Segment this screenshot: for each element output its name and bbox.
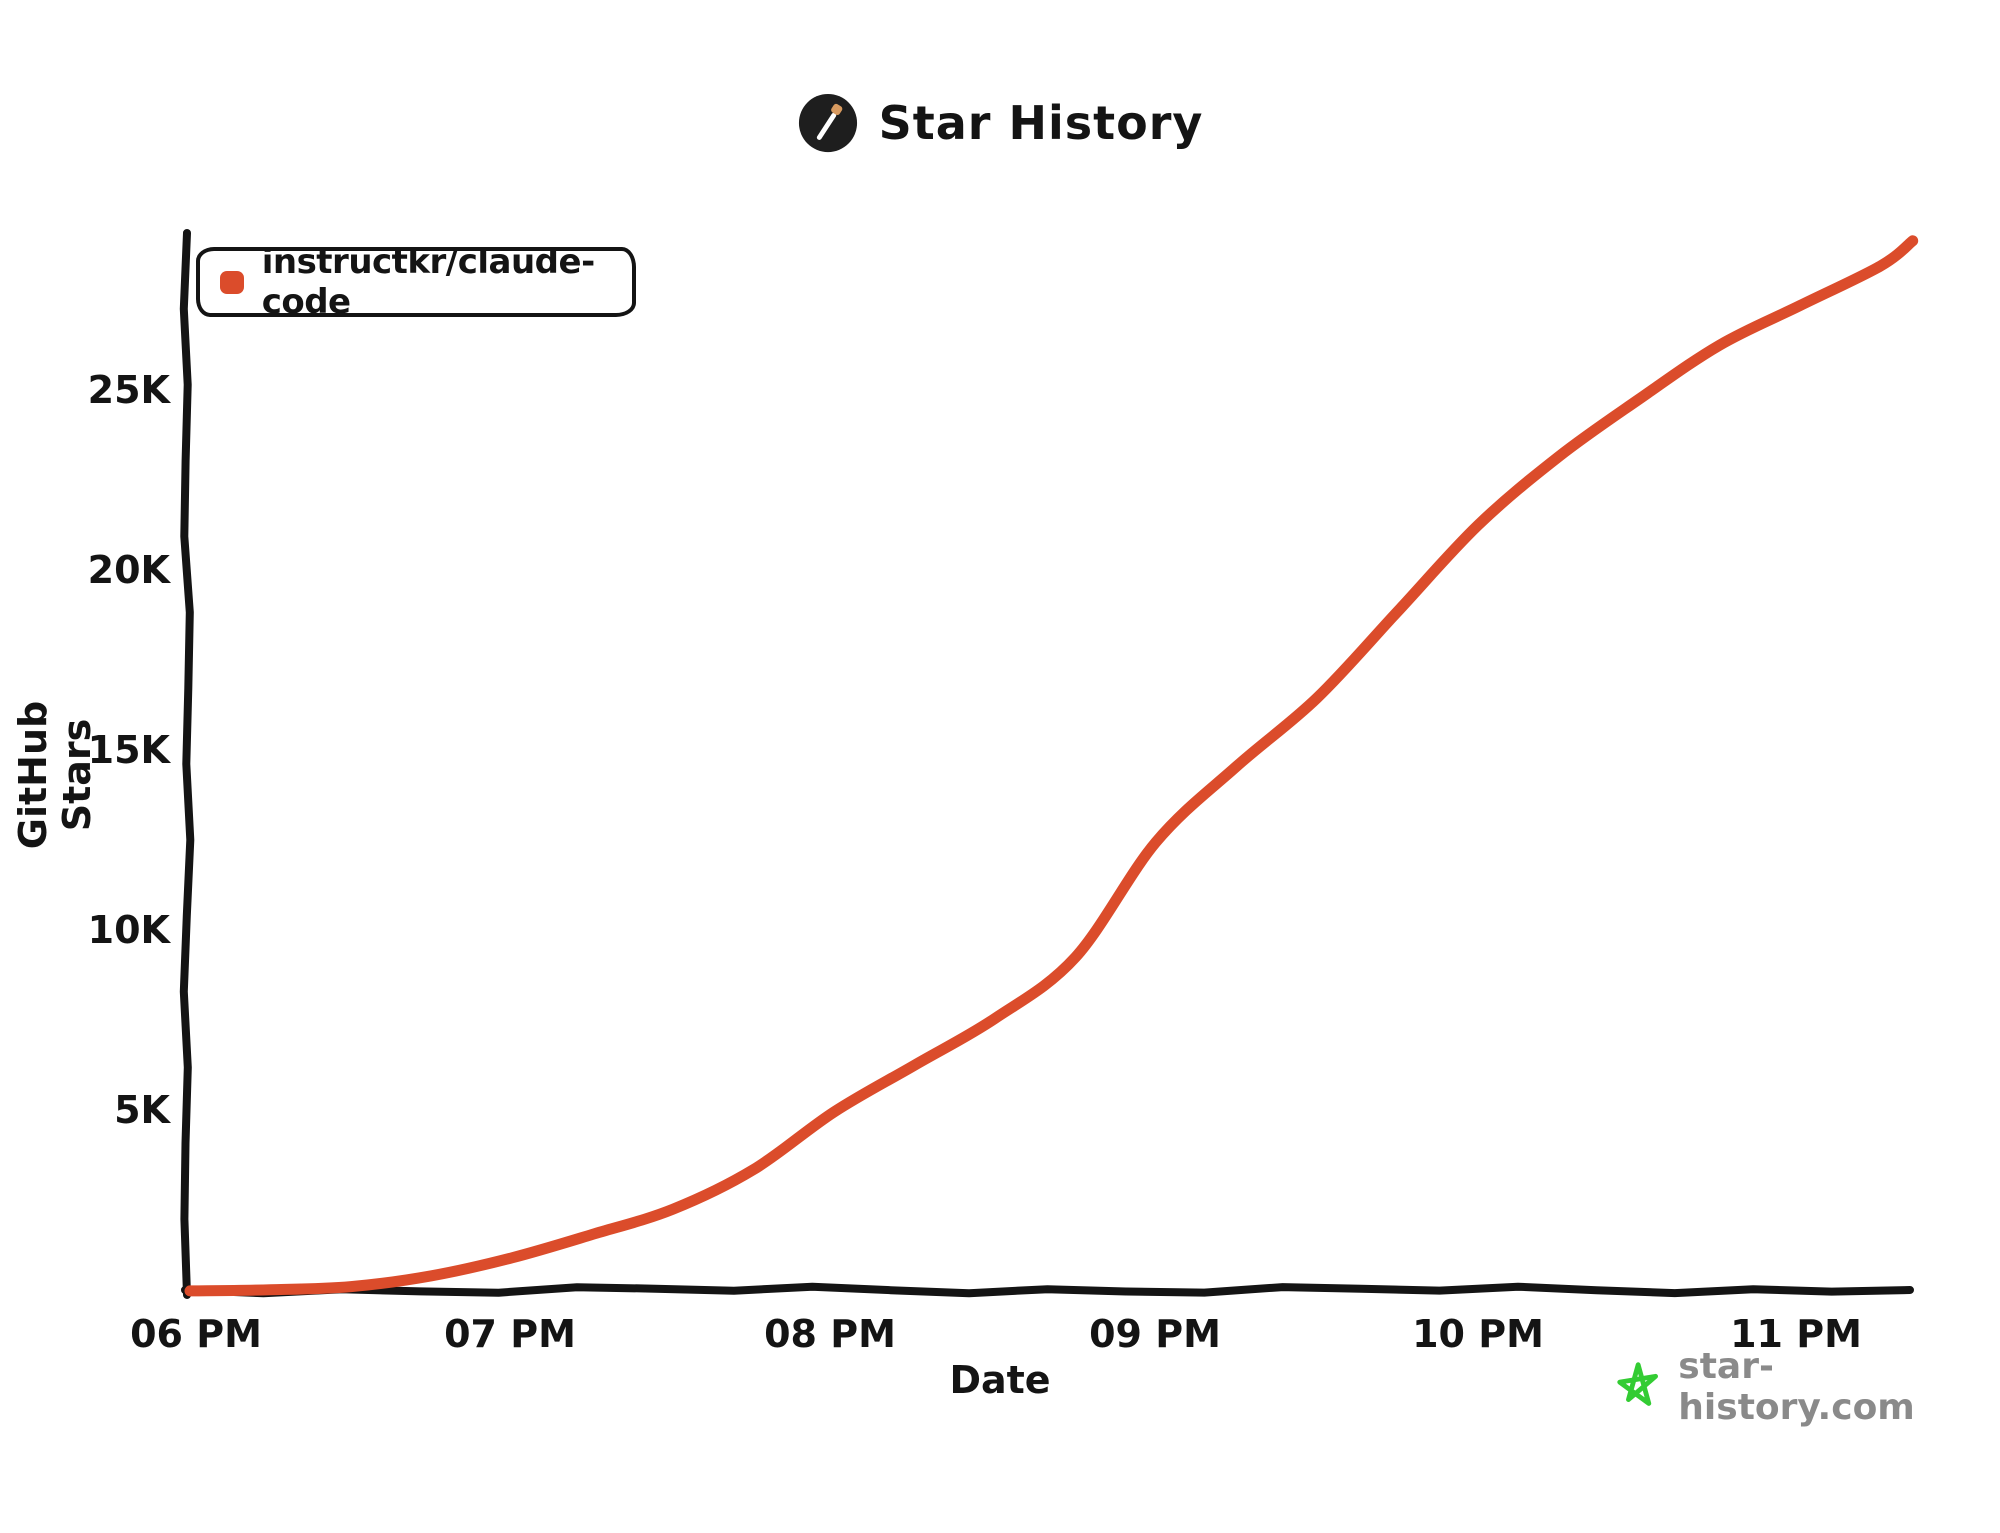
x-axis-line xyxy=(181,1282,1914,1298)
y-tick-label: 5K xyxy=(114,1088,170,1132)
y-tick-label: 20K xyxy=(87,548,170,592)
x-tick-label: 07 PM xyxy=(444,1312,576,1356)
footer-branding[interactable]: star-history.com xyxy=(1612,1346,2000,1428)
x-tick-label: 08 PM xyxy=(764,1312,896,1356)
series-swatch xyxy=(220,270,244,294)
magic-wand-icon xyxy=(798,93,857,153)
x-axis-title: Date xyxy=(949,1358,1051,1402)
star-icon xyxy=(1617,1362,1659,1406)
series-line xyxy=(184,235,1919,1297)
x-tick-label: 11 PM xyxy=(1730,1312,1862,1356)
y-axis-line xyxy=(179,229,195,1299)
legend: instructkr/claude-code xyxy=(196,242,636,322)
y-tick-label: 25K xyxy=(87,368,170,412)
y-axis-title: GitHub Stars xyxy=(11,700,99,850)
y-tick-label: 10K xyxy=(87,908,170,952)
x-tick-label: 06 PM xyxy=(130,1312,262,1356)
site-link[interactable]: star-history.com xyxy=(1678,1346,1915,1428)
chart-header: Star History xyxy=(0,92,2000,154)
x-tick-label: 10 PM xyxy=(1412,1312,1544,1356)
x-tick-label: 09 PM xyxy=(1089,1312,1221,1356)
y-tick-label: 15K xyxy=(87,728,170,772)
series-label: instructkr/claude-code xyxy=(261,242,596,322)
page-title: Star History xyxy=(878,96,1204,150)
